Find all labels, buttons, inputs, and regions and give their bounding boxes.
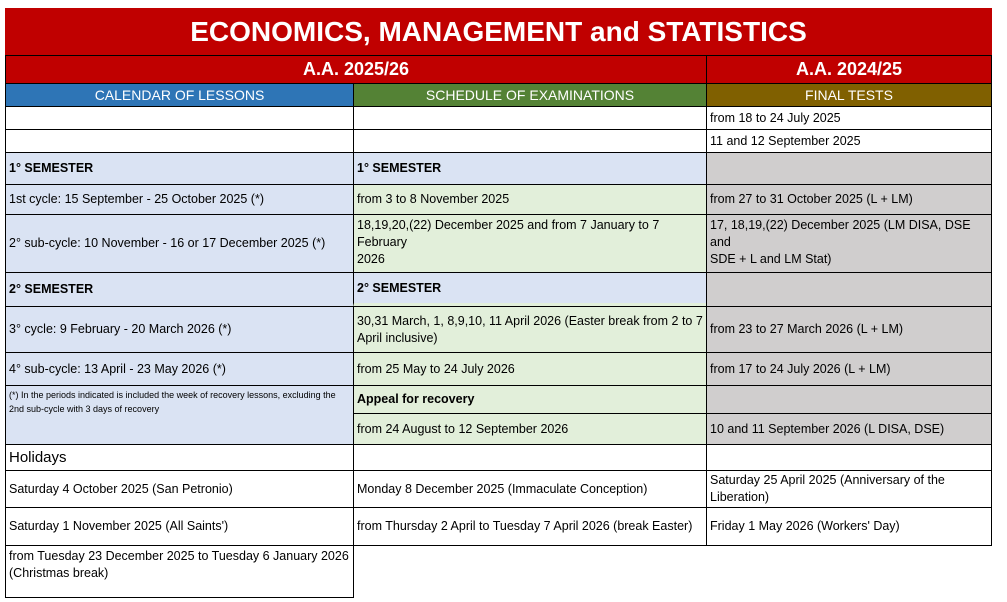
header-lessons: CALENDAR OF LESSONS bbox=[5, 83, 354, 107]
lessons-cell: 4° sub-cycle: 13 April - 23 May 2026 (*) bbox=[5, 352, 354, 386]
empty-cell bbox=[353, 106, 707, 130]
semester2-exams: 2° SEMESTER bbox=[353, 272, 707, 307]
page-title: ECONOMICS, MANAGEMENT and STATISTICS bbox=[5, 8, 992, 55]
final-text: SDE + L and LM Stat) bbox=[710, 252, 832, 266]
final-cell: from 27 to 31 October 2025 (L + LM) bbox=[706, 184, 992, 215]
empty-cell bbox=[5, 129, 354, 153]
final-cell: 10 and 11 September 2026 (L DISA, DSE) bbox=[706, 413, 992, 445]
year-current: A.A. 2025/26 bbox=[5, 55, 707, 84]
holiday-cell: Saturday 4 October 2025 (San Petronio) bbox=[5, 470, 354, 508]
empty-cell bbox=[353, 129, 707, 153]
exams-cell: 18,19,20,(22) December 2025 and from 7 J… bbox=[353, 214, 707, 273]
exams-cell: from 3 to 8 November 2025 bbox=[353, 184, 707, 215]
holiday-cell: Friday 1 May 2026 (Workers' Day) bbox=[706, 507, 992, 546]
holiday-cell: Saturday 1 November 2025 (All Saints') bbox=[5, 507, 354, 546]
final-cell: from 23 to 27 March 2026 (L + LM) bbox=[706, 306, 992, 353]
lessons-cell: 3° cycle: 9 February - 20 March 2026 (*) bbox=[5, 306, 354, 353]
header-exams: SCHEDULE OF EXAMINATIONS bbox=[353, 83, 707, 107]
holiday-cell: from Tuesday 23 December 2025 to Tuesday… bbox=[5, 545, 354, 598]
empty-cell bbox=[706, 385, 992, 414]
empty-cell bbox=[5, 106, 354, 130]
header-final: FINAL TESTS bbox=[706, 83, 992, 107]
holiday-cell: Monday 8 December 2025 (Immaculate Conce… bbox=[353, 470, 707, 508]
exams-text: 18,19,20,(22) December 2025 and from 7 J… bbox=[357, 218, 660, 249]
final-cell: 17, 18,19,(22) December 2025 (LM DISA, D… bbox=[706, 214, 992, 273]
holiday-cell: from Thursday 2 April to Tuesday 7 April… bbox=[353, 507, 707, 546]
exams-text: 2026 bbox=[357, 252, 385, 266]
holiday-cell: Saturday 25 April 2025 (Anniversary of t… bbox=[706, 470, 992, 508]
semester1-exams: 1° SEMESTER bbox=[353, 152, 707, 185]
recovery-label: Appeal for recovery bbox=[353, 385, 707, 414]
final-text: 17, 18,19,(22) December 2025 (LM DISA, D… bbox=[710, 218, 971, 249]
footnote: (*) In the periods indicated is included… bbox=[5, 385, 354, 445]
year-previous: A.A. 2024/25 bbox=[706, 55, 992, 84]
final-cell: from 18 to 24 July 2025 bbox=[706, 106, 992, 130]
final-cell: 11 and 12 September 2025 bbox=[706, 129, 992, 153]
exams-cell: 30,31 March, 1, 8,9,10, 11 April 2026 (E… bbox=[353, 306, 707, 353]
empty-cell bbox=[706, 272, 992, 307]
holidays-label: Holidays bbox=[5, 444, 354, 471]
lessons-cell: 1st cycle: 15 September - 25 October 202… bbox=[5, 184, 354, 215]
final-cell: from 17 to 24 July 2026 (L + LM) bbox=[706, 352, 992, 386]
semester2-lessons: 2° SEMESTER bbox=[5, 272, 354, 307]
exams-cell: from 25 May to 24 July 2026 bbox=[353, 352, 707, 386]
lessons-cell: 2° sub-cycle: 10 November - 16 or 17 Dec… bbox=[5, 214, 354, 273]
semester1-lessons: 1° SEMESTER bbox=[5, 152, 354, 185]
empty-cell bbox=[706, 152, 992, 185]
empty-cell bbox=[353, 444, 707, 471]
empty-cell bbox=[706, 444, 992, 471]
exams-cell: from 24 August to 12 September 2026 bbox=[353, 413, 707, 445]
